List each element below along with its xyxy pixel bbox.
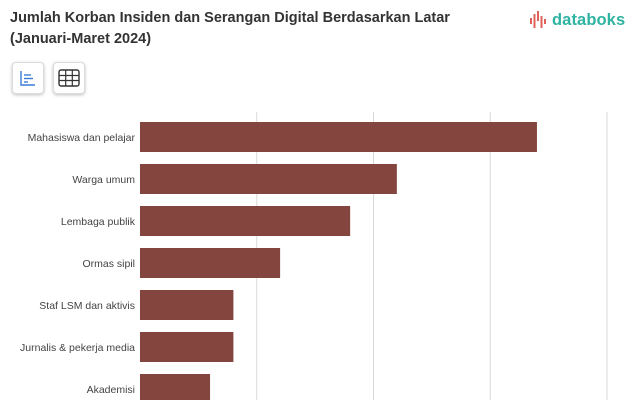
databoks-logo-icon (530, 11, 546, 28)
category-label: Warga umum (72, 174, 135, 186)
category-label: Staf LSM dan aktivis (39, 300, 135, 312)
table-view-button[interactable] (53, 62, 85, 94)
category-label: Lembaga publik (61, 216, 136, 228)
category-label: Mahasiswa dan pelajar (28, 132, 136, 144)
chart-view-button[interactable] (12, 62, 44, 94)
gridlines (256, 112, 608, 400)
bar[interactable] (140, 164, 397, 194)
bar[interactable] (140, 206, 351, 236)
bar[interactable] (140, 332, 234, 362)
bar[interactable] (140, 122, 537, 152)
bars (140, 122, 537, 400)
bar[interactable] (140, 290, 234, 320)
category-label: Akademisi (87, 384, 135, 396)
logo-wordmark: databoks (552, 10, 626, 29)
bar-chart-icon (20, 71, 35, 86)
category-label: Ormas sipil (82, 258, 135, 270)
table-grid-icon (58, 69, 80, 87)
category-label: Jurnalis & pekerja media (20, 342, 135, 354)
databoks-logo: databoks (529, 10, 625, 30)
category-labels: Mahasiswa dan pelajar Warga umum Lembaga p… (20, 132, 136, 396)
bar-chart: Mahasiswa dan pelajar Warga umum Lembaga p… (20, 112, 608, 400)
bar[interactable] (140, 248, 281, 278)
chart-title: Jumlah Korban Insiden dan Serangan Digit… (10, 10, 450, 47)
bar[interactable] (140, 374, 211, 400)
